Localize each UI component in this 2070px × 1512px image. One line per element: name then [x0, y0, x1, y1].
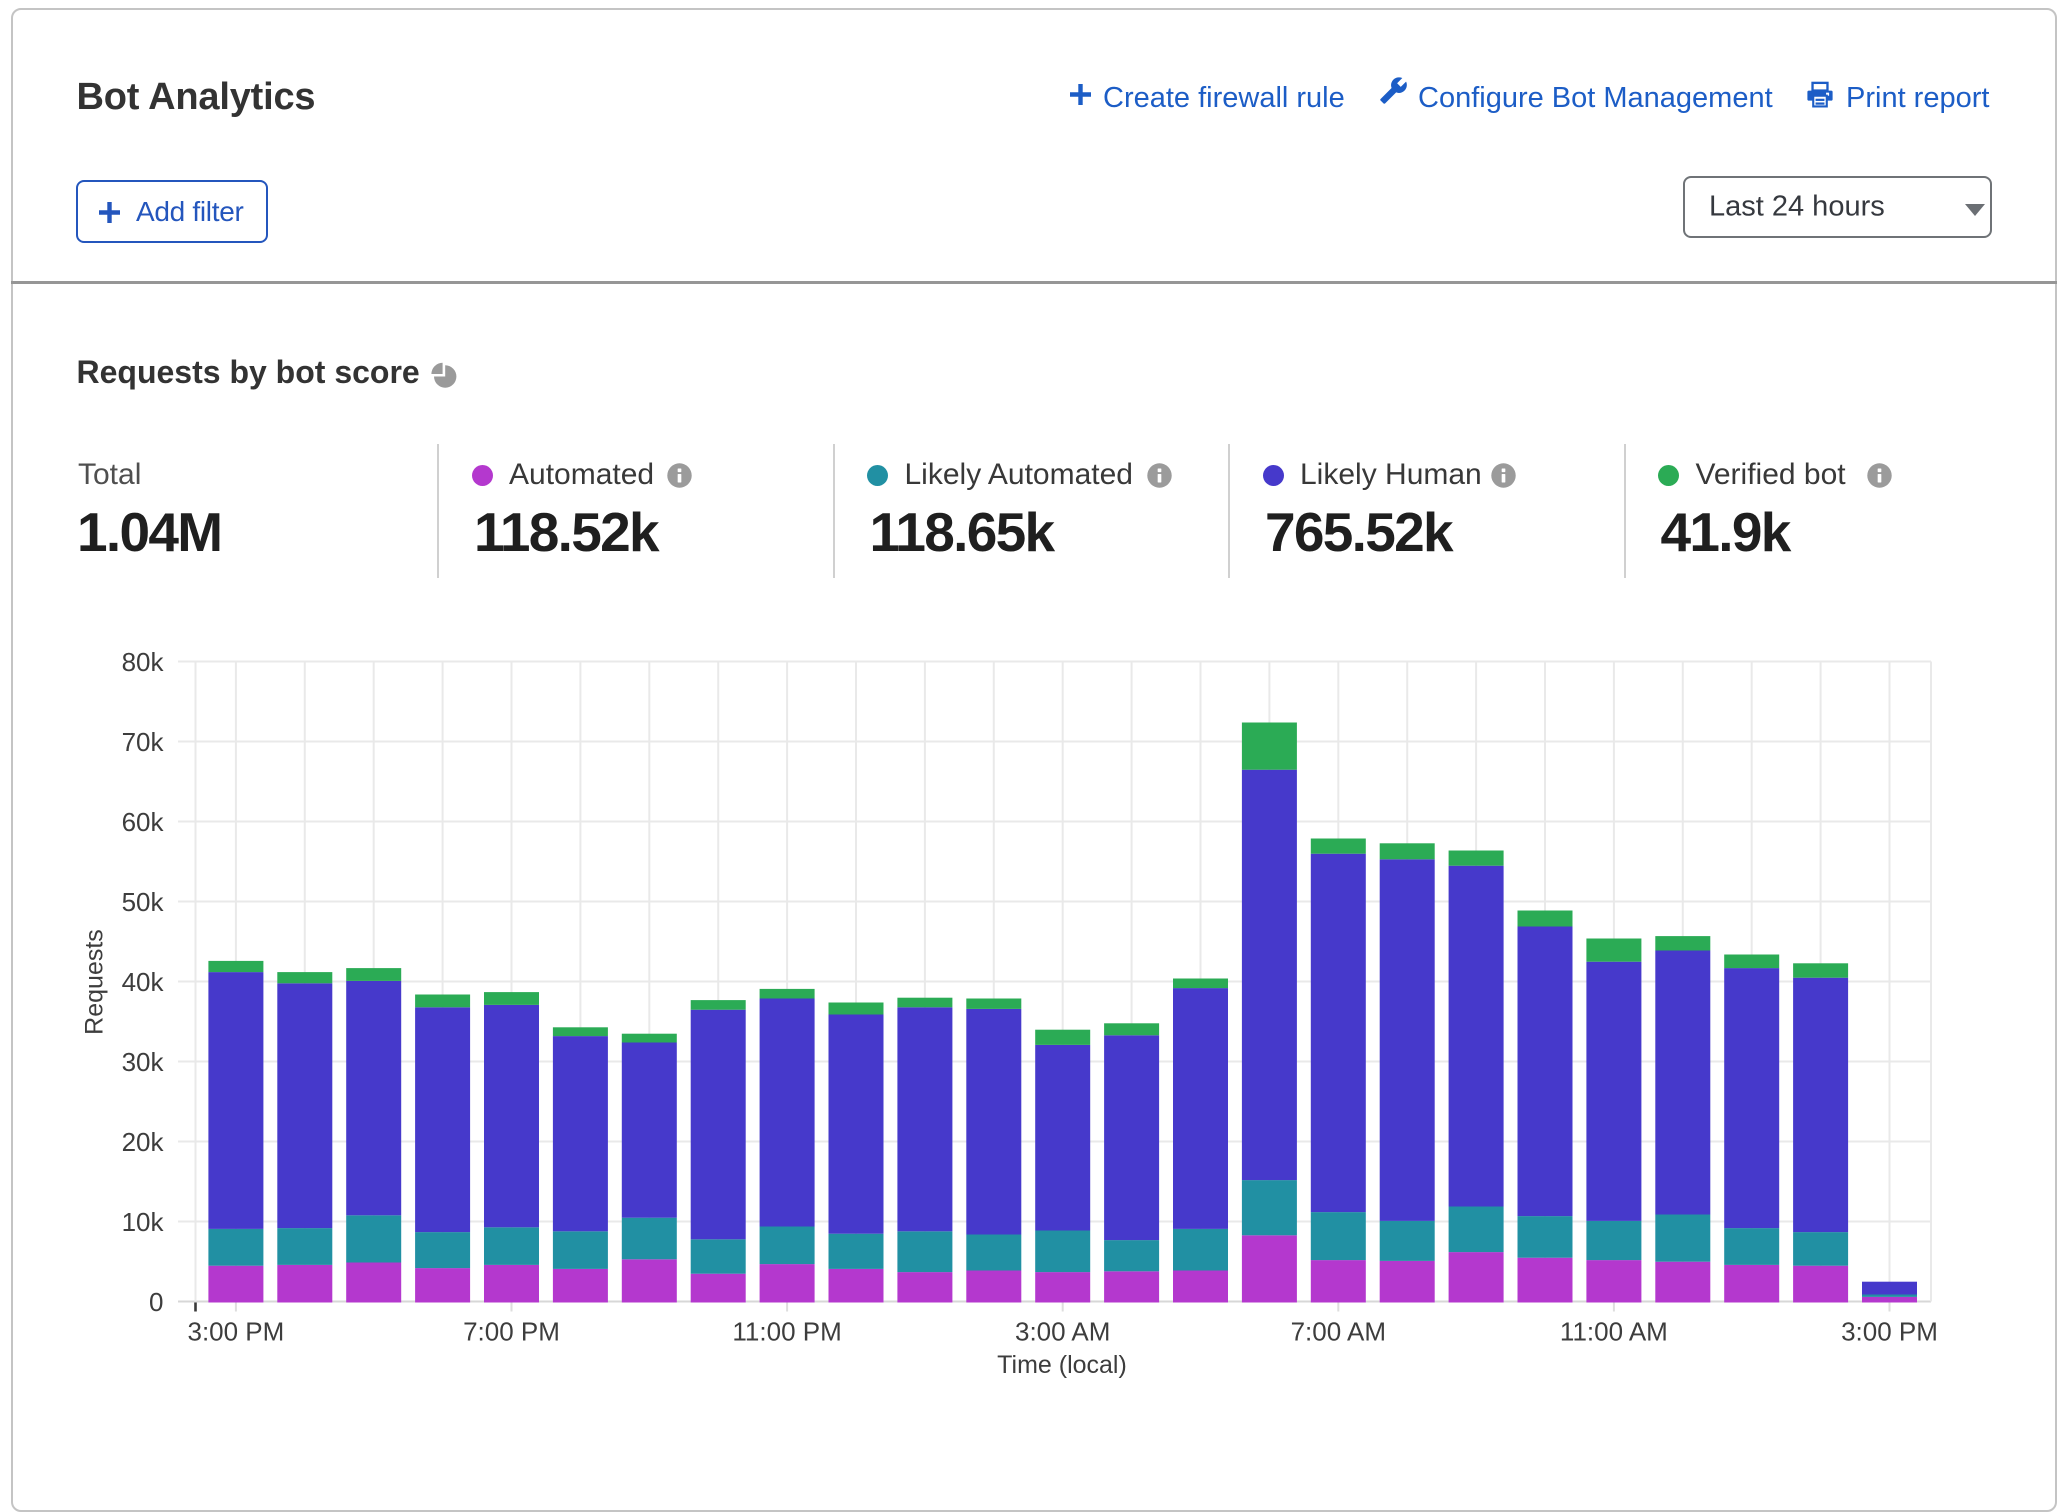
svg-text:7:00 PM: 7:00 PM: [463, 1317, 560, 1347]
svg-text:7:00 AM: 7:00 AM: [1291, 1317, 1386, 1347]
svg-text:3:00 PM: 3:00 PM: [187, 1317, 284, 1347]
svg-text:Requests: Requests: [81, 929, 109, 1035]
svg-text:70k: 70k: [122, 727, 165, 757]
svg-text:40k: 40k: [122, 967, 165, 997]
svg-text:80k: 80k: [122, 647, 165, 677]
svg-text:10k: 10k: [122, 1207, 165, 1237]
svg-text:60k: 60k: [122, 807, 165, 837]
svg-text:20k: 20k: [122, 1127, 165, 1157]
svg-text:11:00 PM: 11:00 PM: [732, 1317, 841, 1347]
svg-text:50k: 50k: [122, 887, 165, 917]
svg-text:3:00 AM: 3:00 AM: [1015, 1317, 1110, 1347]
svg-text:Time (local): Time (local): [997, 1351, 1127, 1379]
svg-text:11:00 AM: 11:00 AM: [1560, 1317, 1668, 1347]
svg-text:3:00 PM: 3:00 PM: [1841, 1317, 1938, 1347]
svg-text:0: 0: [149, 1287, 163, 1317]
svg-text:30k: 30k: [122, 1047, 165, 1077]
